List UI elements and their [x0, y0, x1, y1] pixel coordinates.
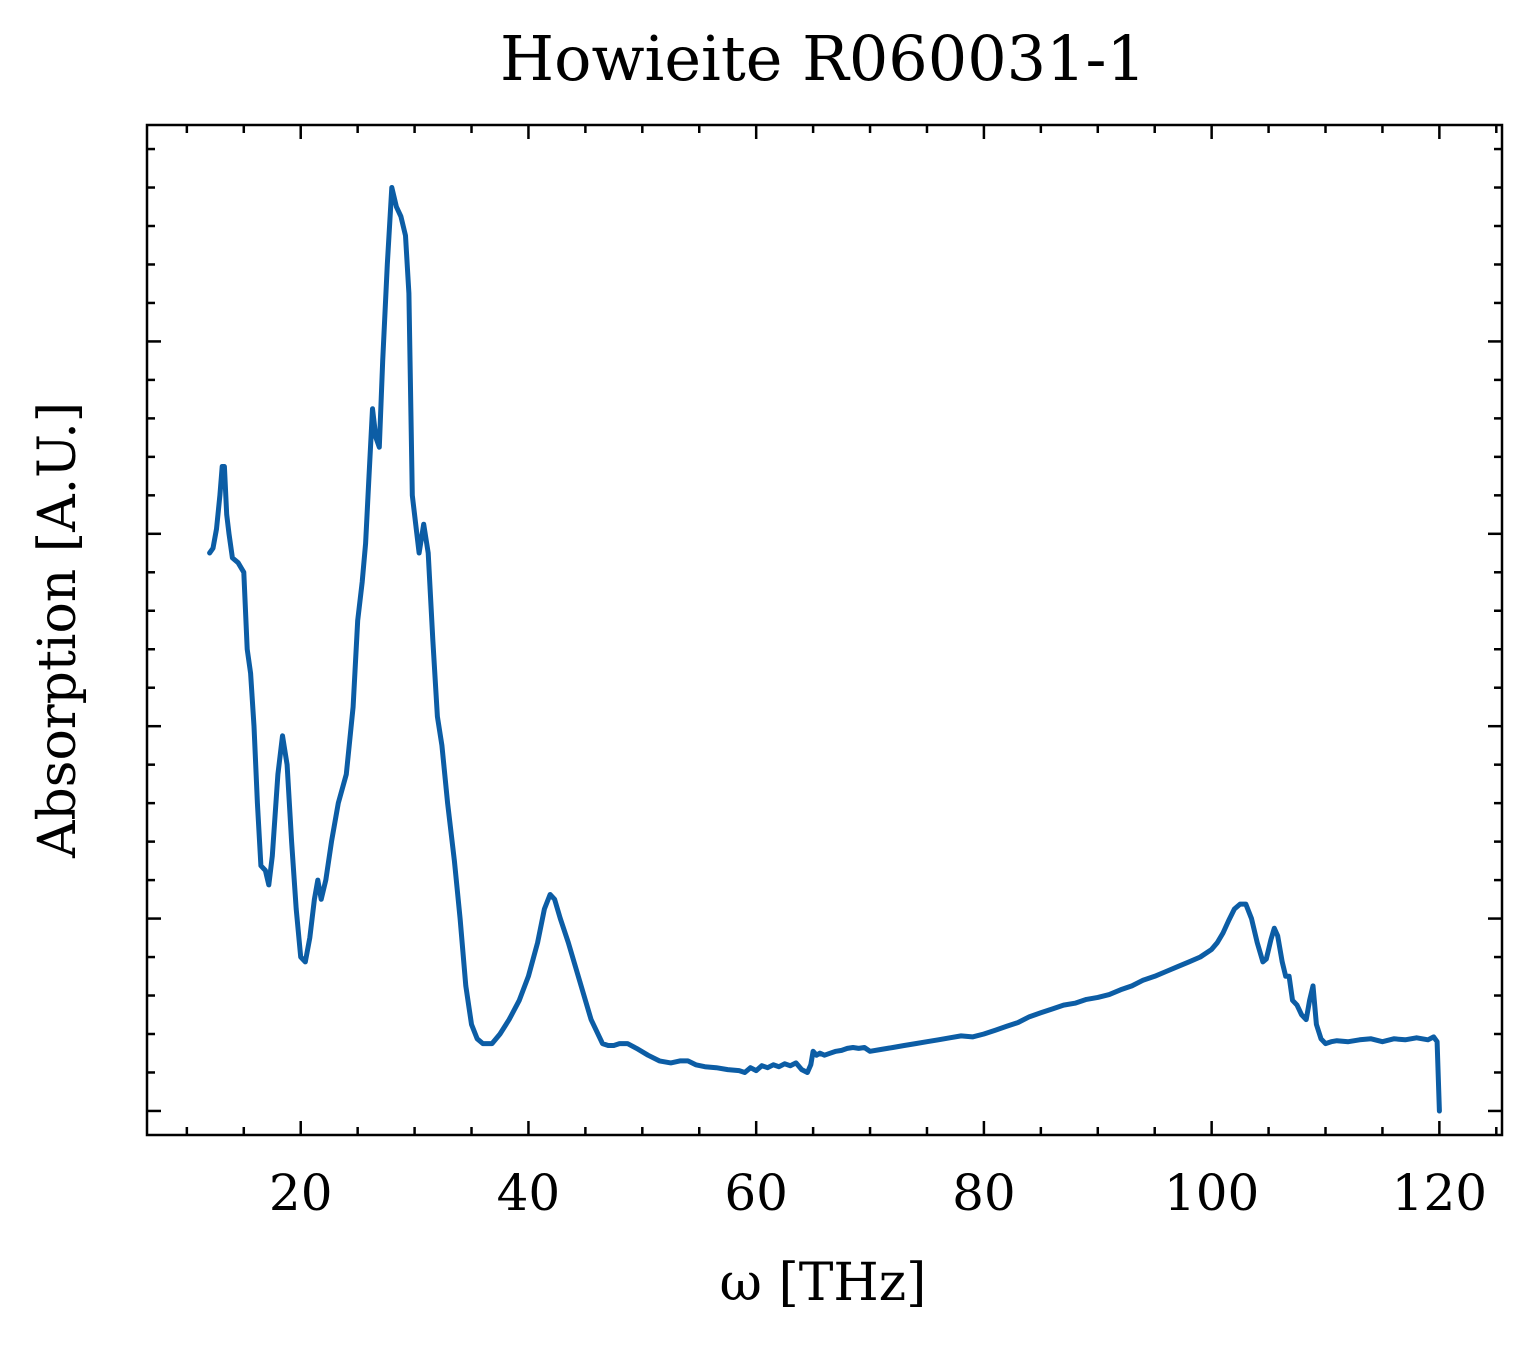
x-tick-label: 20: [269, 1164, 333, 1222]
y-axis-label: Absorption [A.U.]: [28, 402, 88, 859]
x-tick-label: 80: [952, 1164, 1016, 1222]
x-tick-label: 40: [497, 1164, 561, 1222]
major-ticks: [147, 125, 1502, 1135]
x-tick-label: 120: [1392, 1164, 1487, 1222]
chart-title: Howieite R060031-1: [500, 22, 1146, 95]
minor-ticks: [147, 125, 1502, 1135]
x-tick-label: 100: [1164, 1164, 1259, 1222]
x-tick-label: 60: [724, 1164, 788, 1222]
plot-area-frame: [147, 125, 1502, 1135]
x-axis-label: ω [THz]: [720, 1253, 927, 1313]
series-line: [210, 188, 1440, 1112]
x-tick-labels: 20 40 60 80 100 120: [269, 1164, 1487, 1222]
